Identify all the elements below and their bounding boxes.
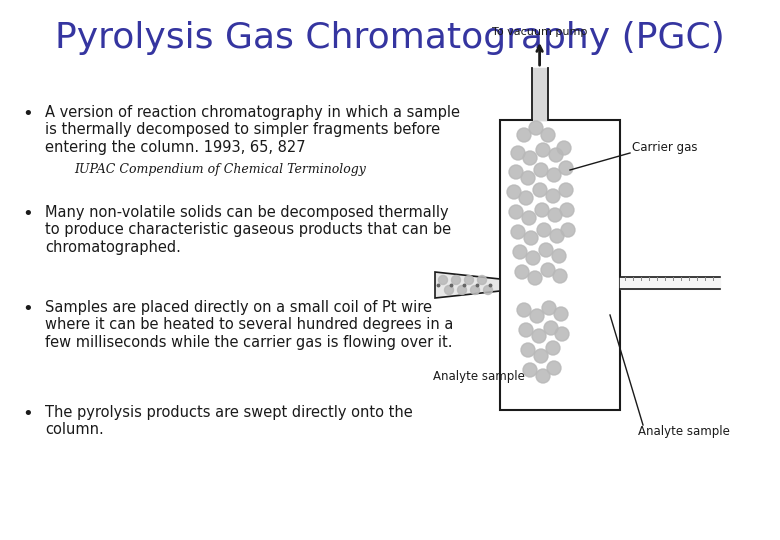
Circle shape bbox=[517, 128, 531, 142]
Circle shape bbox=[559, 183, 573, 197]
Circle shape bbox=[554, 307, 568, 321]
Circle shape bbox=[552, 249, 566, 263]
Circle shape bbox=[452, 275, 460, 285]
Circle shape bbox=[519, 191, 533, 205]
Circle shape bbox=[521, 343, 535, 357]
Circle shape bbox=[547, 168, 561, 182]
Circle shape bbox=[533, 183, 547, 197]
Circle shape bbox=[477, 275, 487, 285]
Text: A version of reaction chromatography in which a sample
is thermally decomposed t: A version of reaction chromatography in … bbox=[45, 105, 460, 155]
Circle shape bbox=[546, 189, 560, 203]
Circle shape bbox=[509, 165, 523, 179]
Circle shape bbox=[524, 231, 538, 245]
Text: •: • bbox=[23, 300, 34, 318]
Circle shape bbox=[513, 245, 527, 259]
Circle shape bbox=[534, 349, 548, 363]
Circle shape bbox=[470, 286, 480, 294]
Circle shape bbox=[547, 361, 561, 375]
Text: •: • bbox=[23, 205, 34, 223]
Circle shape bbox=[541, 263, 555, 277]
Text: Carrier gas: Carrier gas bbox=[632, 141, 697, 154]
Text: Samples are placed directly on a small coil of Pt wire
where it can be heated to: Samples are placed directly on a small c… bbox=[45, 300, 453, 350]
Bar bbox=[500, 120, 620, 410]
Circle shape bbox=[523, 151, 537, 165]
Circle shape bbox=[553, 269, 567, 283]
Circle shape bbox=[541, 128, 555, 142]
Polygon shape bbox=[620, 277, 720, 289]
Text: To vacuum pump: To vacuum pump bbox=[492, 27, 587, 37]
Circle shape bbox=[511, 225, 525, 239]
Text: Pyrolysis Gas Chromatography (PGC): Pyrolysis Gas Chromatography (PGC) bbox=[55, 21, 725, 55]
Circle shape bbox=[550, 229, 564, 243]
Circle shape bbox=[458, 286, 466, 294]
Circle shape bbox=[484, 286, 492, 294]
Circle shape bbox=[535, 203, 549, 217]
Circle shape bbox=[555, 327, 569, 341]
Text: Analyte sample: Analyte sample bbox=[638, 425, 730, 438]
Circle shape bbox=[536, 143, 550, 157]
Text: Many non-volatile solids can be decomposed thermally
to produce characteristic g: Many non-volatile solids can be decompos… bbox=[45, 205, 451, 255]
Text: •: • bbox=[23, 105, 34, 123]
Circle shape bbox=[529, 121, 543, 135]
Circle shape bbox=[445, 286, 453, 294]
Circle shape bbox=[521, 171, 535, 185]
Circle shape bbox=[511, 146, 525, 160]
Circle shape bbox=[507, 185, 521, 199]
Circle shape bbox=[509, 205, 523, 219]
Text: IUPAC Compendium of Chemical Terminology: IUPAC Compendium of Chemical Terminology bbox=[74, 163, 366, 176]
Polygon shape bbox=[435, 272, 500, 298]
Circle shape bbox=[515, 265, 529, 279]
Circle shape bbox=[532, 329, 546, 343]
Circle shape bbox=[526, 251, 540, 265]
Circle shape bbox=[522, 211, 536, 225]
Circle shape bbox=[539, 243, 553, 257]
Circle shape bbox=[517, 303, 531, 317]
Text: •: • bbox=[23, 405, 34, 423]
Circle shape bbox=[528, 271, 542, 285]
Circle shape bbox=[534, 163, 548, 177]
Text: Analyte sample: Analyte sample bbox=[433, 370, 525, 383]
Circle shape bbox=[537, 223, 551, 237]
Circle shape bbox=[544, 321, 558, 335]
Circle shape bbox=[561, 223, 575, 237]
Circle shape bbox=[519, 323, 533, 337]
Circle shape bbox=[542, 301, 556, 315]
Circle shape bbox=[523, 363, 537, 377]
Circle shape bbox=[559, 161, 573, 175]
Circle shape bbox=[549, 148, 563, 162]
Circle shape bbox=[536, 369, 550, 383]
Circle shape bbox=[548, 208, 562, 222]
Circle shape bbox=[560, 203, 574, 217]
Text: The pyrolysis products are swept directly onto the
column.: The pyrolysis products are swept directl… bbox=[45, 405, 413, 437]
Circle shape bbox=[530, 309, 544, 323]
Circle shape bbox=[546, 341, 560, 355]
Circle shape bbox=[465, 275, 473, 285]
Circle shape bbox=[438, 275, 448, 285]
Circle shape bbox=[557, 141, 571, 155]
